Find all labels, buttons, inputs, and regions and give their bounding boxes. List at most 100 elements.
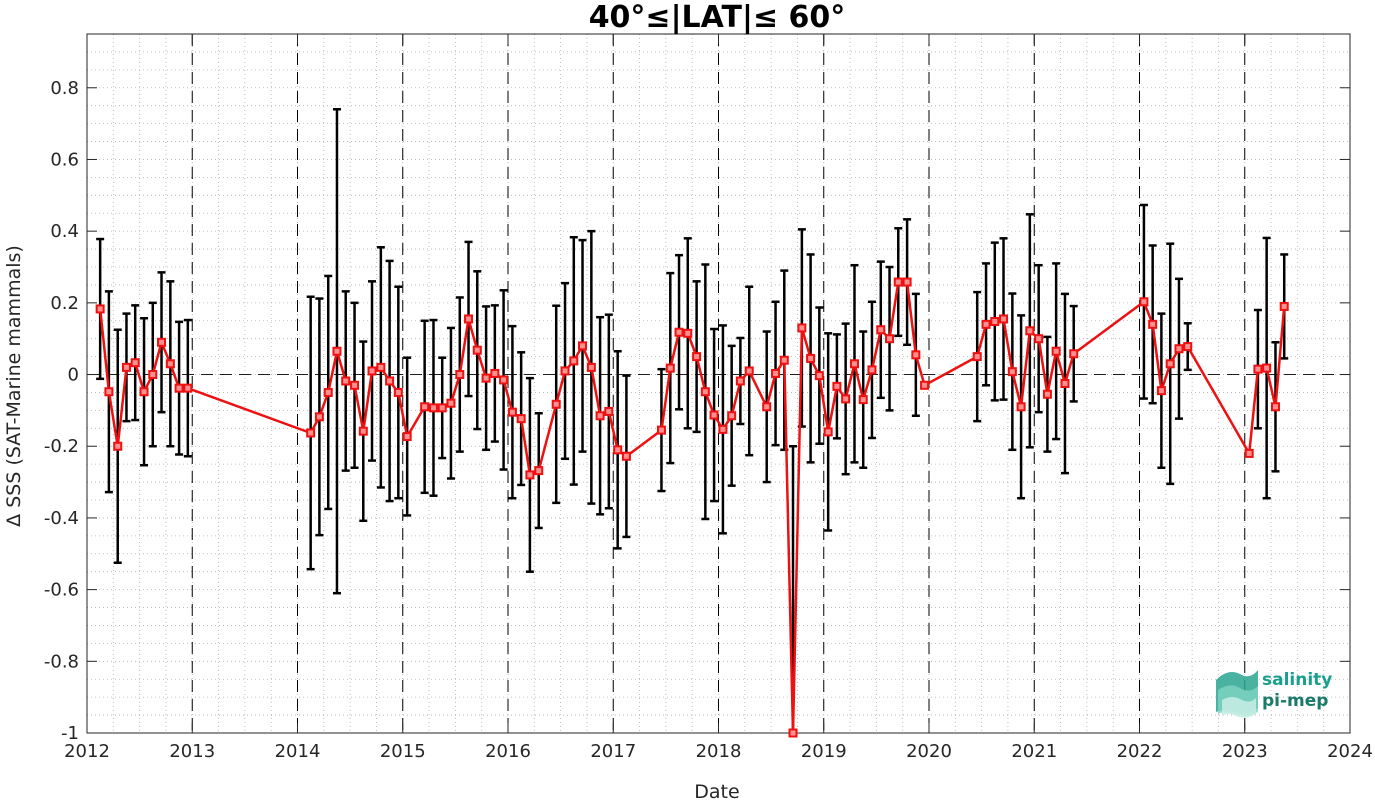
x-tick-label: 2014 bbox=[275, 741, 321, 762]
y-tick-label: -0.6 bbox=[44, 580, 79, 601]
y-axis-label: Δ SSS (SAT-Marine mammals) bbox=[3, 245, 25, 527]
data-point bbox=[1016, 402, 1026, 412]
data-point bbox=[700, 387, 710, 397]
data-point bbox=[350, 380, 360, 390]
data-point bbox=[121, 362, 131, 372]
data-point bbox=[814, 371, 824, 381]
data-point bbox=[464, 314, 474, 324]
data-point bbox=[578, 341, 588, 351]
data-point bbox=[165, 359, 175, 369]
data-point bbox=[893, 277, 903, 287]
data-point bbox=[586, 362, 596, 372]
data-point bbox=[1156, 386, 1166, 396]
data-point bbox=[113, 441, 123, 451]
y-tick-label: -0.8 bbox=[44, 651, 79, 672]
data-point bbox=[665, 363, 675, 373]
data-point bbox=[718, 424, 728, 434]
series-path bbox=[98, 280, 1286, 735]
data-point bbox=[762, 402, 772, 412]
x-tick-labels: 2012 2013 2014 2015 2016 2017 2018 2019 2020 2021… bbox=[64, 741, 1373, 762]
data-point bbox=[560, 366, 570, 376]
data-point bbox=[402, 432, 412, 442]
data-point bbox=[323, 387, 333, 397]
data-point bbox=[104, 387, 114, 397]
data-point bbox=[306, 428, 316, 438]
data-point bbox=[920, 380, 930, 390]
data-point bbox=[1148, 319, 1158, 329]
data-point bbox=[1051, 346, 1061, 356]
data-point bbox=[551, 399, 561, 409]
data-point bbox=[771, 368, 781, 378]
data-point bbox=[604, 406, 614, 416]
data-point bbox=[595, 411, 605, 421]
data-point bbox=[490, 368, 500, 378]
data-point bbox=[420, 402, 430, 412]
data-point bbox=[1007, 367, 1017, 377]
chart-title: 40°≤|LAT|≤ 60° bbox=[589, 0, 846, 35]
data-point bbox=[157, 337, 167, 347]
data-point bbox=[779, 355, 789, 365]
data-point bbox=[613, 445, 623, 455]
y-tick-label: -0.2 bbox=[44, 436, 79, 457]
y-tick-label: 0.2 bbox=[50, 293, 79, 314]
data-point bbox=[867, 365, 877, 375]
x-tick-label: 2015 bbox=[380, 741, 426, 762]
y-tick-label: 0.8 bbox=[50, 78, 79, 99]
x-tick-label: 2018 bbox=[696, 741, 742, 762]
axis-ticks bbox=[86, 34, 1351, 734]
x-tick-label: 2019 bbox=[801, 741, 847, 762]
data-point bbox=[1270, 402, 1280, 412]
salinity-pi-mep-logo: salinity pi-mep bbox=[1216, 670, 1332, 718]
data-point bbox=[911, 350, 921, 360]
data-point bbox=[569, 356, 579, 366]
data-point bbox=[481, 373, 491, 383]
data-point bbox=[341, 376, 351, 386]
data-point bbox=[376, 362, 386, 372]
data-point bbox=[139, 387, 149, 397]
y-tick-label: -0.4 bbox=[44, 508, 79, 529]
data-point bbox=[823, 427, 833, 437]
data-point bbox=[1253, 364, 1263, 374]
data-point bbox=[1139, 297, 1149, 307]
data-point bbox=[534, 466, 544, 476]
data-point bbox=[1034, 334, 1044, 344]
data-point bbox=[692, 352, 702, 362]
data-point bbox=[1174, 344, 1184, 354]
y-tick-label: 0 bbox=[68, 365, 79, 386]
data-point bbox=[367, 366, 377, 376]
data-point bbox=[806, 353, 816, 363]
data-point bbox=[849, 359, 859, 369]
data-point bbox=[516, 414, 526, 424]
data-point bbox=[472, 345, 482, 355]
data-point bbox=[735, 376, 745, 386]
logo-text-pi-mep: pi-mep bbox=[1262, 691, 1328, 711]
y-tick-label: 0.6 bbox=[50, 149, 79, 170]
data-point bbox=[1069, 349, 1079, 359]
data-point bbox=[832, 381, 842, 391]
y-tick-label: 0.4 bbox=[50, 221, 79, 242]
data-point bbox=[130, 358, 140, 368]
y-tick-labels: 0.8 0.6 0.4 0.2 0 -0.2 -0.4 -0.6 -0.8 -1 bbox=[44, 78, 79, 744]
data-point bbox=[499, 375, 509, 385]
data-point bbox=[797, 323, 807, 333]
data-point bbox=[1025, 326, 1035, 336]
x-tick-label: 2023 bbox=[1222, 741, 1268, 762]
data-point bbox=[885, 334, 895, 344]
x-tick-label: 2021 bbox=[1011, 741, 1057, 762]
data-point bbox=[788, 728, 798, 738]
data-point bbox=[95, 304, 105, 314]
data-point bbox=[858, 395, 868, 405]
data-point bbox=[1279, 301, 1289, 311]
data-point bbox=[727, 411, 737, 421]
data-point bbox=[841, 394, 851, 404]
series-markers bbox=[95, 277, 1289, 738]
data-point bbox=[1183, 342, 1193, 352]
data-point bbox=[674, 327, 684, 337]
data-point bbox=[1042, 389, 1052, 399]
data-point bbox=[981, 319, 991, 329]
data-point bbox=[428, 403, 438, 413]
data-point bbox=[1244, 448, 1254, 458]
x-tick-label: 2016 bbox=[485, 741, 531, 762]
data-point bbox=[683, 328, 693, 338]
